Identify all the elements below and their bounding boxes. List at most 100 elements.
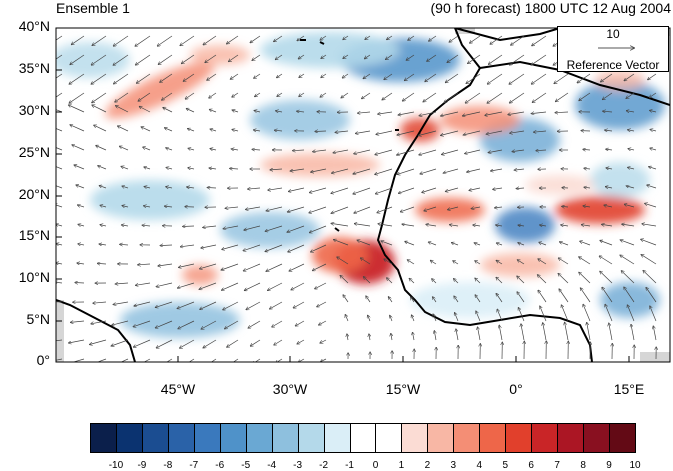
lat-label: 15°N — [18, 227, 50, 243]
wind-vector — [92, 92, 107, 103]
wind-vector — [272, 320, 283, 327]
wind-vector — [180, 339, 195, 348]
negative-anomaly-blob — [90, 180, 210, 220]
wind-vector — [470, 35, 481, 43]
colorbar-label: -7 — [189, 460, 199, 471]
wind-vector — [473, 225, 481, 226]
wind-vector — [139, 107, 151, 113]
wind-vector — [369, 334, 370, 341]
wind-vector — [580, 241, 591, 246]
wind-vector — [232, 130, 239, 132]
wind-vector — [179, 263, 195, 267]
wind-vector — [510, 130, 525, 133]
wind-vector — [311, 168, 327, 172]
wind-vector — [642, 224, 657, 227]
coastline-islands — [300, 39, 399, 232]
wind-vector — [299, 92, 305, 97]
wind-vector — [579, 257, 591, 265]
wind-vector — [203, 35, 217, 45]
colorbar-label: -5 — [241, 460, 251, 471]
colorbar — [90, 423, 636, 453]
lat-label: 30°N — [18, 102, 50, 118]
wind-vector — [158, 263, 173, 266]
wind-vector — [643, 271, 657, 284]
wind-vector — [209, 168, 217, 169]
wind-vector — [319, 320, 327, 325]
wind-vector — [518, 308, 525, 322]
wind-vector — [602, 287, 613, 303]
wind-vector — [56, 204, 63, 208]
wind-vector — [465, 149, 481, 154]
wind-vector — [210, 358, 217, 362]
wind-vector — [412, 315, 415, 322]
wind-vector — [531, 54, 547, 65]
wind-vector — [156, 339, 173, 348]
wind-vector — [441, 111, 459, 116]
wind-vector — [166, 358, 173, 362]
wind-vector — [620, 240, 635, 246]
wind-vector — [496, 243, 503, 245]
positive-anomaly-blob — [480, 253, 560, 277]
wind-vector — [353, 187, 371, 194]
wind-vector — [56, 92, 63, 98]
lat-label: 25°N — [18, 144, 50, 160]
wind-vector — [299, 73, 305, 77]
wind-vector — [209, 109, 217, 113]
colorbar-swatch — [245, 423, 273, 453]
wind-vector — [424, 206, 437, 211]
colorbar-swatch — [193, 423, 221, 453]
wind-vector — [463, 111, 481, 116]
wind-vector — [141, 127, 151, 132]
wind-vector — [310, 225, 327, 233]
wind-vector — [455, 313, 459, 322]
positive-anomaly-blob — [190, 45, 250, 65]
wind-vector — [428, 242, 437, 246]
wind-vector — [74, 165, 85, 170]
wind-vector — [532, 92, 547, 102]
wind-vector — [274, 130, 283, 131]
wind-vector — [602, 224, 613, 226]
wind-vector — [243, 244, 261, 251]
wind-vector — [100, 225, 107, 226]
colorbar-swatch — [323, 423, 351, 453]
wind-vector — [538, 290, 547, 303]
wind-vector — [426, 224, 437, 226]
wind-vector — [490, 35, 503, 44]
map-title-right: (90 h forecast) 1800 UTC 12 Aug 2004 — [430, 0, 671, 16]
lon-label: 15°W — [385, 381, 421, 397]
negative-anomaly-blob — [410, 282, 530, 318]
wind-vector — [403, 92, 415, 101]
wind-vector — [475, 261, 481, 265]
wind-vector — [320, 339, 327, 343]
wind-vector — [56, 358, 63, 361]
wind-vector — [56, 244, 63, 245]
negative-anomaly-blob — [56, 42, 130, 78]
wind-vector — [510, 92, 525, 103]
wind-vector — [250, 35, 261, 43]
wind-vector — [277, 92, 283, 96]
wind-vector — [536, 150, 547, 151]
wind-vector — [210, 149, 217, 150]
wind-vector — [254, 73, 261, 78]
wind-vector — [223, 301, 239, 310]
wind-vector — [113, 54, 129, 65]
wind-vector — [628, 167, 635, 169]
wind-vector — [183, 73, 195, 81]
wind-vector — [345, 315, 349, 322]
wind-vector-field — [56, 35, 657, 362]
wind-vector — [375, 149, 393, 155]
wind-vector — [499, 325, 503, 341]
wind-vector — [508, 111, 525, 115]
wind-vector — [584, 187, 591, 188]
wind-vector — [56, 54, 63, 60]
wind-vector — [162, 92, 173, 100]
wind-vector — [497, 309, 503, 322]
colorbar-label: -1 — [345, 460, 354, 471]
wind-vector — [556, 92, 569, 102]
wind-vector — [624, 287, 635, 303]
wind-vector — [453, 261, 459, 265]
wind-vector — [599, 256, 613, 265]
wind-vector — [222, 244, 239, 250]
wind-vector — [376, 187, 393, 194]
wind-vector — [243, 263, 261, 271]
